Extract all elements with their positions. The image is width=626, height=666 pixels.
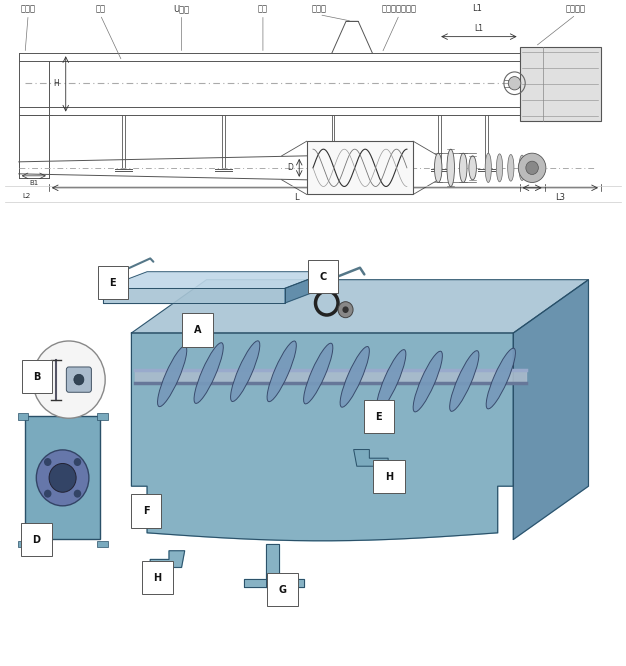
Bar	[97, 541, 108, 547]
Polygon shape	[131, 280, 588, 333]
Polygon shape	[354, 450, 388, 466]
Bar	[0, 210, 626, 666]
Ellipse shape	[377, 350, 406, 410]
Polygon shape	[513, 280, 588, 539]
Ellipse shape	[447, 149, 454, 186]
Text: 出料口: 出料口	[21, 4, 36, 13]
Bar	[307, 141, 413, 194]
Text: L2: L2	[22, 193, 30, 199]
Circle shape	[74, 458, 81, 466]
Bar	[18, 413, 28, 420]
Bar	[25, 416, 100, 539]
Circle shape	[338, 302, 353, 318]
Circle shape	[44, 458, 51, 466]
Ellipse shape	[485, 153, 491, 182]
Ellipse shape	[194, 343, 223, 404]
Text: 根据用户要求定: 根据用户要求定	[382, 4, 417, 13]
Circle shape	[518, 153, 546, 182]
Ellipse shape	[530, 156, 536, 180]
Circle shape	[342, 306, 349, 313]
Text: 蓋板: 蓋板	[258, 4, 268, 13]
Ellipse shape	[230, 341, 260, 402]
Text: H: H	[385, 472, 393, 482]
Circle shape	[74, 374, 84, 385]
Text: A: A	[194, 325, 202, 335]
Text: F: F	[143, 506, 150, 516]
Text: H: H	[153, 573, 162, 583]
Ellipse shape	[496, 154, 503, 182]
Circle shape	[526, 161, 538, 174]
Polygon shape	[266, 544, 279, 587]
Circle shape	[74, 490, 81, 498]
Text: 进料口: 进料口	[312, 4, 327, 13]
Circle shape	[36, 450, 89, 506]
Circle shape	[44, 490, 51, 498]
Ellipse shape	[267, 341, 296, 402]
Circle shape	[49, 464, 76, 492]
Text: L1: L1	[472, 4, 482, 13]
Text: D: D	[287, 163, 293, 172]
Bar	[18, 541, 28, 547]
Polygon shape	[135, 370, 526, 383]
Ellipse shape	[304, 343, 333, 404]
Text: D: D	[33, 535, 41, 545]
Circle shape	[508, 77, 521, 90]
Text: L1: L1	[475, 24, 483, 33]
Text: L: L	[294, 193, 299, 202]
Text: U型槽: U型槽	[173, 4, 190, 13]
Ellipse shape	[486, 348, 515, 409]
Polygon shape	[285, 272, 329, 303]
Bar	[97, 413, 108, 420]
Polygon shape	[150, 551, 185, 567]
Ellipse shape	[469, 156, 476, 180]
Ellipse shape	[519, 155, 525, 180]
Text: H: H	[54, 79, 59, 88]
Ellipse shape	[340, 346, 369, 407]
Ellipse shape	[459, 153, 467, 182]
Ellipse shape	[158, 346, 187, 407]
Text: E: E	[110, 278, 116, 288]
Polygon shape	[244, 579, 304, 587]
Text: B: B	[33, 372, 41, 382]
Ellipse shape	[508, 155, 514, 181]
Text: E: E	[376, 412, 382, 422]
Text: L3: L3	[555, 193, 565, 202]
Circle shape	[33, 341, 105, 418]
Ellipse shape	[449, 351, 479, 412]
FancyBboxPatch shape	[66, 367, 91, 392]
Ellipse shape	[434, 153, 442, 182]
Ellipse shape	[413, 351, 443, 412]
Polygon shape	[103, 272, 329, 288]
Polygon shape	[131, 333, 513, 541]
Text: 支架: 支架	[95, 4, 105, 13]
Bar	[520, 47, 601, 121]
Text: C: C	[319, 272, 327, 282]
Text: B1: B1	[29, 180, 38, 186]
Text: 驱动装置: 驱动装置	[566, 4, 586, 13]
Polygon shape	[103, 288, 285, 303]
Text: G: G	[279, 585, 287, 595]
